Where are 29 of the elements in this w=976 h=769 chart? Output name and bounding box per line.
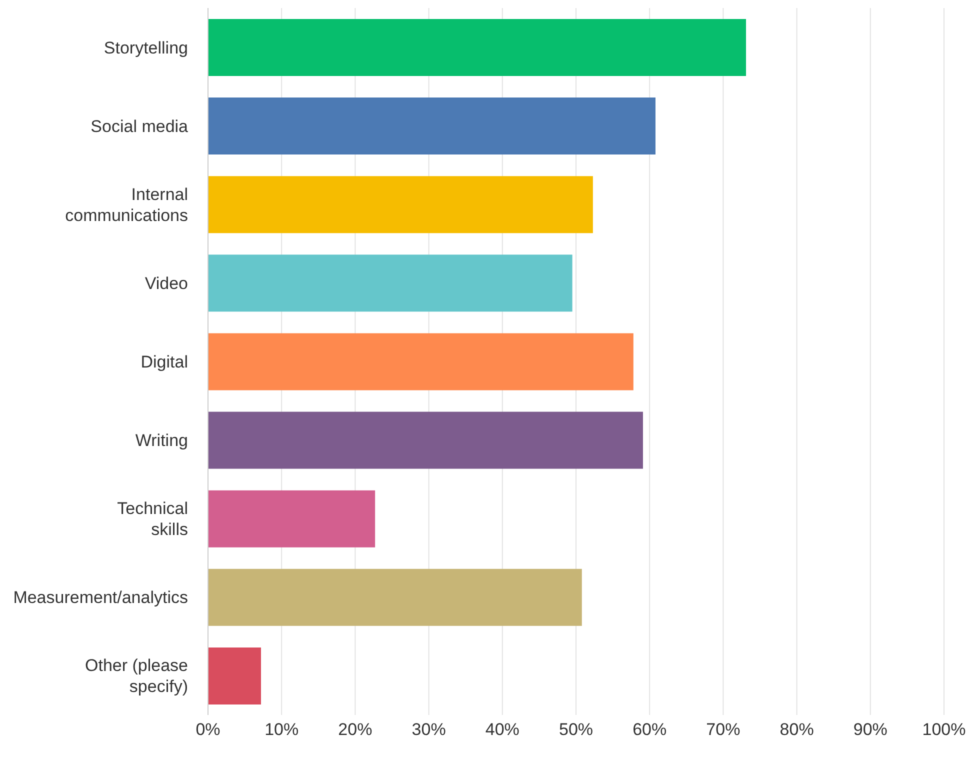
- bar: [208, 412, 643, 469]
- x-tick-label: 40%: [485, 720, 520, 740]
- y-tick-label: Technical skills: [117, 498, 188, 539]
- bar: [208, 98, 656, 155]
- bar: [208, 647, 261, 704]
- y-tick-label: Internal communications: [65, 184, 188, 224]
- x-tick-label: 30%: [412, 720, 446, 740]
- bar: [208, 568, 582, 626]
- x-tick-label: 90%: [853, 720, 888, 740]
- y-tick-label: Other (please specify): [85, 656, 188, 696]
- bar: [208, 254, 572, 312]
- y-tick-label: Writing: [135, 430, 188, 450]
- y-tick-label: Measurement/analytics: [13, 588, 188, 607]
- bar: [208, 176, 593, 234]
- x-tick-label: 0%: [196, 720, 220, 740]
- x-tick-label: 50%: [558, 720, 594, 740]
- x-tick-label: 10%: [264, 720, 299, 740]
- x-tick-label: 20%: [338, 720, 372, 740]
- x-tick-label: 100%: [922, 720, 966, 740]
- bar: [208, 333, 634, 390]
- y-tick-label: Social media: [90, 116, 189, 136]
- y-tick-label: Storytelling: [104, 38, 188, 57]
- x-tick-label: 60%: [632, 720, 667, 740]
- y-tick-label: Video: [144, 273, 188, 292]
- y-tick-label: Digital: [140, 352, 188, 371]
- bar: [208, 490, 376, 548]
- x-tick-label: 80%: [780, 720, 814, 740]
- x-tick-label: 70%: [706, 720, 740, 740]
- bar: [208, 19, 746, 76]
